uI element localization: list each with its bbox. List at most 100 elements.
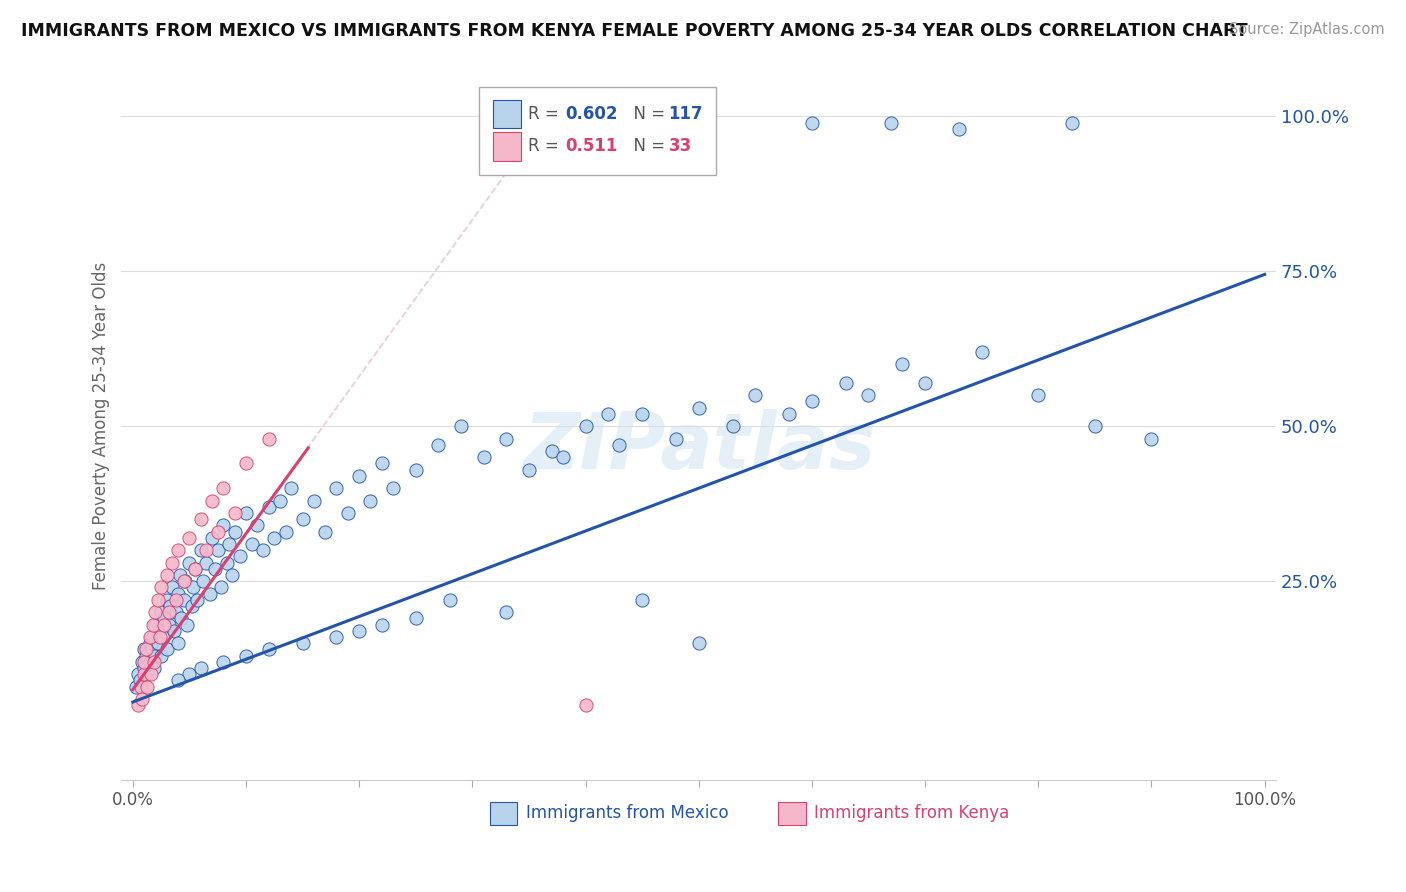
Point <box>170 611 193 625</box>
Point <box>495 605 517 619</box>
Point <box>132 661 155 675</box>
Point <box>152 630 174 644</box>
Text: N =: N = <box>623 105 669 123</box>
Point <box>405 611 427 625</box>
Point <box>162 581 184 595</box>
Point <box>190 543 212 558</box>
Point <box>336 506 359 520</box>
Point <box>257 500 280 514</box>
Point <box>136 667 159 681</box>
Point <box>143 655 166 669</box>
Text: R =: R = <box>527 137 564 155</box>
Point <box>141 642 163 657</box>
Point <box>198 586 221 600</box>
Point <box>347 624 370 638</box>
Point <box>146 592 169 607</box>
Point <box>914 376 936 390</box>
Point <box>948 121 970 136</box>
Point <box>778 407 800 421</box>
Point <box>382 481 405 495</box>
Text: N =: N = <box>623 137 669 155</box>
Point <box>212 518 235 533</box>
Point <box>274 524 297 539</box>
Point <box>280 481 302 495</box>
Text: 117: 117 <box>669 105 703 123</box>
Point <box>159 599 181 613</box>
Point <box>179 531 201 545</box>
Point <box>970 344 993 359</box>
Point <box>167 636 190 650</box>
Point <box>517 462 540 476</box>
Point <box>142 630 165 644</box>
Point <box>195 543 218 558</box>
Point <box>744 388 766 402</box>
Point <box>135 642 157 657</box>
Point <box>146 636 169 650</box>
Point <box>347 468 370 483</box>
Point <box>180 599 202 613</box>
Point <box>1084 419 1107 434</box>
Point <box>221 568 243 582</box>
Point <box>156 592 179 607</box>
Point <box>800 394 823 409</box>
Point <box>150 581 173 595</box>
Point <box>149 630 172 644</box>
Point <box>190 512 212 526</box>
Point <box>665 432 688 446</box>
Point <box>201 493 224 508</box>
Point <box>229 549 252 564</box>
Point <box>132 667 155 681</box>
Point <box>181 581 204 595</box>
Text: 0.602: 0.602 <box>565 105 617 123</box>
Point <box>179 556 201 570</box>
Point <box>169 568 191 582</box>
Point <box>150 605 173 619</box>
Point <box>688 401 710 415</box>
Point <box>207 524 229 539</box>
Point <box>184 562 207 576</box>
Point <box>574 419 596 434</box>
Point <box>153 617 176 632</box>
Point <box>1062 115 1084 129</box>
Point <box>131 655 153 669</box>
Point <box>135 648 157 663</box>
Point <box>551 450 574 465</box>
Point <box>195 556 218 570</box>
Point <box>450 419 472 434</box>
FancyBboxPatch shape <box>779 802 806 825</box>
Point <box>165 592 187 607</box>
Point <box>132 655 155 669</box>
Point <box>167 543 190 558</box>
Point <box>314 524 336 539</box>
Point <box>201 531 224 545</box>
Point <box>156 642 179 657</box>
FancyBboxPatch shape <box>494 100 520 128</box>
Point <box>224 506 246 520</box>
Point <box>1140 432 1163 446</box>
Point <box>240 537 263 551</box>
Point <box>131 692 153 706</box>
Point <box>186 592 208 607</box>
Point <box>145 648 167 663</box>
Point <box>252 543 274 558</box>
FancyBboxPatch shape <box>479 87 716 176</box>
Point <box>207 543 229 558</box>
Point <box>132 642 155 657</box>
Point <box>150 648 173 663</box>
Point <box>162 624 184 638</box>
Text: Immigrants from Mexico: Immigrants from Mexico <box>526 805 728 822</box>
Point <box>235 457 257 471</box>
Point <box>204 562 226 576</box>
Point <box>128 673 150 688</box>
Point <box>129 680 152 694</box>
Point <box>235 506 257 520</box>
Point <box>179 667 201 681</box>
Point <box>263 531 285 545</box>
Point <box>167 586 190 600</box>
Point <box>269 493 291 508</box>
Text: Source: ZipAtlas.com: Source: ZipAtlas.com <box>1229 22 1385 37</box>
Point <box>540 444 562 458</box>
Point <box>173 574 195 589</box>
Point <box>291 636 314 650</box>
Point <box>405 462 427 476</box>
